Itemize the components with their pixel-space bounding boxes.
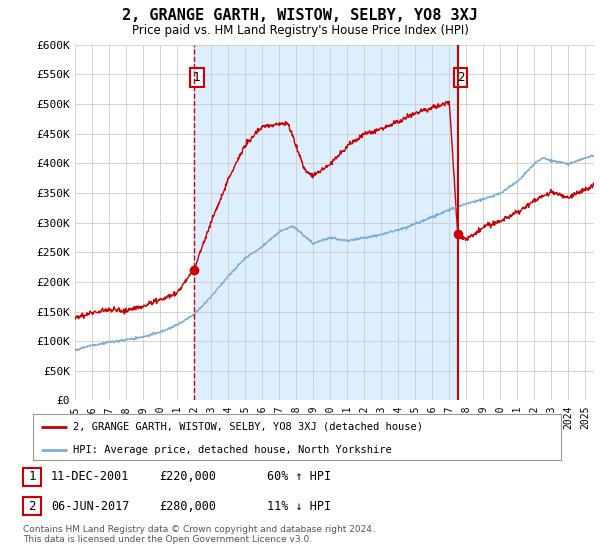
Text: Price paid vs. HM Land Registry's House Price Index (HPI): Price paid vs. HM Land Registry's House … <box>131 24 469 37</box>
Text: 11% ↓ HPI: 11% ↓ HPI <box>267 500 331 513</box>
Text: 1: 1 <box>28 470 35 483</box>
Text: 1: 1 <box>193 71 200 84</box>
Text: 06-JUN-2017: 06-JUN-2017 <box>51 500 130 513</box>
Text: 60% ↑ HPI: 60% ↑ HPI <box>267 470 331 483</box>
Text: £220,000: £220,000 <box>159 470 216 483</box>
Text: 2, GRANGE GARTH, WISTOW, SELBY, YO8 3XJ (detached house): 2, GRANGE GARTH, WISTOW, SELBY, YO8 3XJ … <box>73 422 422 432</box>
Text: £280,000: £280,000 <box>159 500 216 513</box>
Bar <box>194 45 458 400</box>
Text: 2: 2 <box>457 71 464 84</box>
Text: 2: 2 <box>28 500 35 513</box>
Text: HPI: Average price, detached house, North Yorkshire: HPI: Average price, detached house, Nort… <box>73 445 391 455</box>
Text: Contains HM Land Registry data © Crown copyright and database right 2024.
This d: Contains HM Land Registry data © Crown c… <box>23 525 374 544</box>
Text: 11-DEC-2001: 11-DEC-2001 <box>51 470 130 483</box>
Text: 2, GRANGE GARTH, WISTOW, SELBY, YO8 3XJ: 2, GRANGE GARTH, WISTOW, SELBY, YO8 3XJ <box>122 8 478 24</box>
